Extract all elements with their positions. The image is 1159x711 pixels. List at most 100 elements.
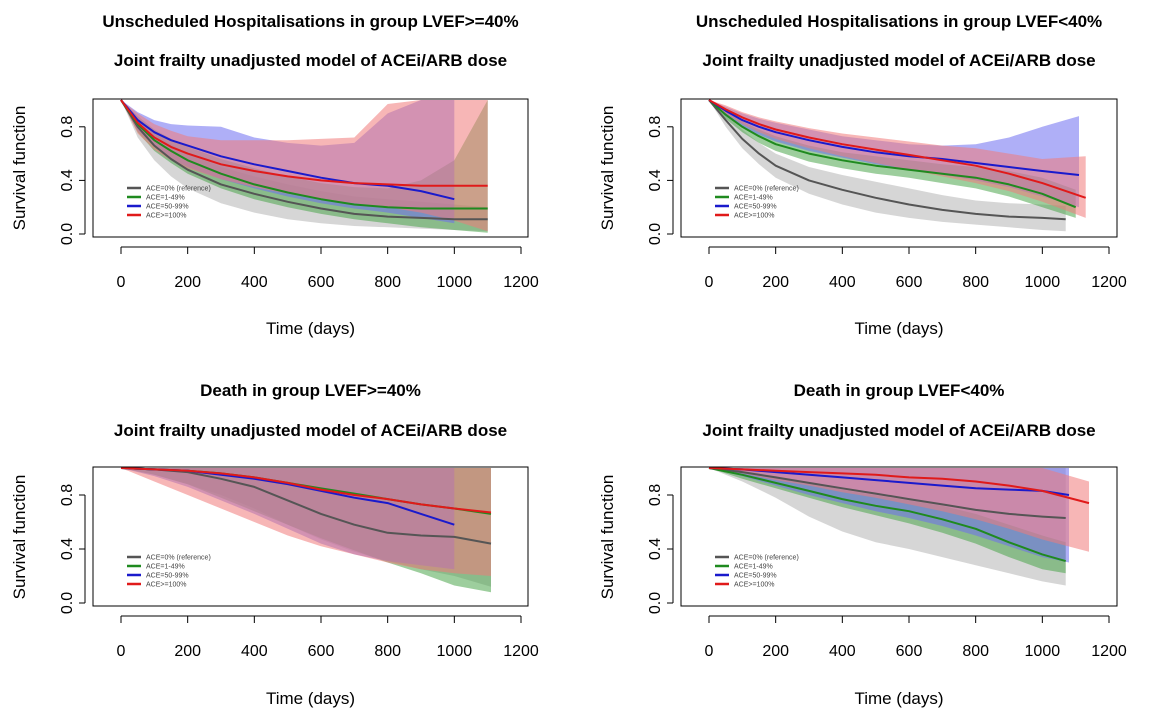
- legend: ACE=0% (reference) ACE=1-49% ACE=50-99% ACE…: [127, 186, 211, 220]
- survival-line: [120, 467, 492, 545]
- survival-line: [708, 467, 1066, 519]
- x-tick-label: 1000: [437, 643, 473, 660]
- x-tick-label: 800: [374, 643, 401, 660]
- legend-label: ACE=1-49%: [146, 564, 185, 571]
- survival-line: [708, 467, 1070, 496]
- survival-line: [120, 99, 488, 210]
- panel-4: Death in group LVEF<40% Joint frailty una…: [598, 381, 1127, 708]
- plot-area: [708, 99, 1087, 232]
- legend-label: ACE=0% (reference): [734, 555, 799, 562]
- x-tick-label: 0: [705, 274, 714, 291]
- chart-title: Death in group LVEF<40%: [794, 381, 1005, 400]
- legend: ACE=0% (reference) ACE=1-49% ACE=50-99% ACE…: [715, 555, 799, 589]
- survival-line: [120, 99, 488, 221]
- chart-subtitle: Joint frailty unadjusted model of ACEi/A…: [702, 51, 1095, 70]
- x-tick-label: 600: [896, 643, 923, 660]
- x-tick-label: 600: [308, 643, 335, 660]
- x-tick-label: 1200: [1091, 274, 1127, 291]
- x-tick-label: 600: [896, 274, 923, 291]
- survival-line: [708, 99, 1077, 209]
- y-tick-label: 0.4: [647, 169, 664, 191]
- y-tick-label: 0.4: [59, 538, 76, 560]
- legend: ACE=0% (reference) ACE=1-49% ACE=50-99% ACE…: [127, 555, 211, 589]
- legend-label: ACE>=100%: [146, 213, 186, 220]
- x-tick-label: 400: [829, 274, 856, 291]
- chart-subtitle: Joint frailty unadjusted model of ACEi/A…: [114, 421, 507, 440]
- survival-line: [708, 99, 1066, 221]
- y-tick-label: 0.8: [647, 116, 664, 138]
- panel-2: Unscheduled Hospitalisations in group LV…: [598, 12, 1127, 338]
- x-tick-label: 0: [117, 274, 126, 291]
- legend-label: ACE=0% (reference): [146, 555, 211, 562]
- x-tick-label: 200: [174, 643, 201, 660]
- x-tick-label: 200: [174, 274, 201, 291]
- plot-frame: [92, 98, 529, 238]
- confidence-band: [121, 100, 488, 232]
- survival-line: [120, 467, 492, 514]
- plot-frame: [680, 98, 1118, 238]
- survival-line: [120, 99, 488, 187]
- legend-label: ACE=1-49%: [734, 564, 773, 571]
- x-tick-label: 800: [962, 274, 989, 291]
- panel-3: Death in group LVEF>=40% Joint frailty un…: [10, 381, 539, 708]
- chart-title: Unscheduled Hospitalisations in group LV…: [102, 12, 518, 31]
- x-tick-label: 400: [241, 274, 268, 291]
- x-axis-label: Time (days): [266, 319, 355, 338]
- x-tick-label: 600: [308, 274, 335, 291]
- x-tick-label: 0: [705, 643, 714, 660]
- confidence-band: [121, 468, 491, 576]
- legend-label: ACE>=100%: [146, 582, 186, 589]
- confidence-band: [121, 100, 488, 232]
- x-axis-label: Time (days): [266, 689, 355, 708]
- chart-subtitle: Joint frailty unadjusted model of ACEi/A…: [114, 51, 507, 70]
- x-tick-label: 1200: [503, 274, 539, 291]
- legend: ACE=0% (reference) ACE=1-49% ACE=50-99% ACE…: [715, 186, 799, 220]
- confidence-band: [709, 468, 1066, 574]
- y-tick-label: 0.8: [59, 116, 76, 138]
- y-axis-label: Survival function: [598, 106, 617, 231]
- plot-area: [708, 467, 1090, 586]
- plot-frame: [680, 466, 1118, 607]
- y-tick-label: 0.0: [59, 592, 76, 614]
- survival-line: [708, 99, 1080, 176]
- y-axis-label: Survival function: [598, 475, 617, 600]
- plot-area: [120, 467, 492, 593]
- x-tick-label: 800: [374, 274, 401, 291]
- x-axis-label: Time (days): [854, 319, 943, 338]
- y-tick-label: 0.4: [59, 169, 76, 191]
- x-axis-label: Time (days): [854, 689, 943, 708]
- survival-line: [708, 467, 1066, 563]
- legend-label: ACE=50-99%: [146, 204, 189, 211]
- x-tick-label: 200: [762, 643, 789, 660]
- confidence-band: [709, 100, 1086, 218]
- chart-subtitle: Joint frailty unadjusted model of ACEi/A…: [702, 421, 1095, 440]
- y-tick-label: 0.8: [647, 484, 664, 506]
- survival-line: [708, 467, 1090, 505]
- x-tick-label: 400: [829, 643, 856, 660]
- x-tick-label: 200: [762, 274, 789, 291]
- x-tick-label: 1000: [1025, 643, 1061, 660]
- survival-line: [708, 99, 1087, 199]
- legend-label: ACE=1-49%: [734, 195, 773, 202]
- x-tick-label: 800: [962, 643, 989, 660]
- y-tick-label: 0.4: [647, 538, 664, 560]
- y-axis-label: Survival function: [10, 106, 29, 231]
- legend-label: ACE=1-49%: [146, 195, 185, 202]
- plot-area: [120, 99, 488, 233]
- legend-label: ACE=50-99%: [146, 573, 189, 580]
- x-tick-label: 1000: [437, 274, 473, 291]
- x-tick-label: 400: [241, 643, 268, 660]
- plot-frame: [92, 466, 529, 607]
- legend-label: ACE=50-99%: [734, 204, 777, 211]
- y-tick-label: 0.8: [59, 484, 76, 506]
- x-tick-label: 1000: [1025, 274, 1061, 291]
- legend-label: ACE=0% (reference): [734, 186, 799, 193]
- legend-label: ACE>=100%: [734, 582, 774, 589]
- panel-1: Unscheduled Hospitalisations in group LV…: [10, 12, 539, 338]
- x-tick-label: 0: [117, 643, 126, 660]
- x-tick-label: 1200: [1091, 643, 1127, 660]
- y-axis-label: Survival function: [10, 475, 29, 600]
- legend-label: ACE=0% (reference): [146, 186, 211, 193]
- y-tick-label: 0.0: [59, 223, 76, 245]
